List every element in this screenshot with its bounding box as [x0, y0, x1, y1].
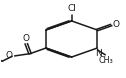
Text: O: O — [6, 51, 13, 60]
Text: CH₃: CH₃ — [99, 56, 113, 65]
Text: O: O — [23, 34, 30, 43]
Text: N: N — [95, 49, 102, 58]
Text: O: O — [113, 20, 120, 29]
Text: Cl: Cl — [67, 4, 76, 13]
